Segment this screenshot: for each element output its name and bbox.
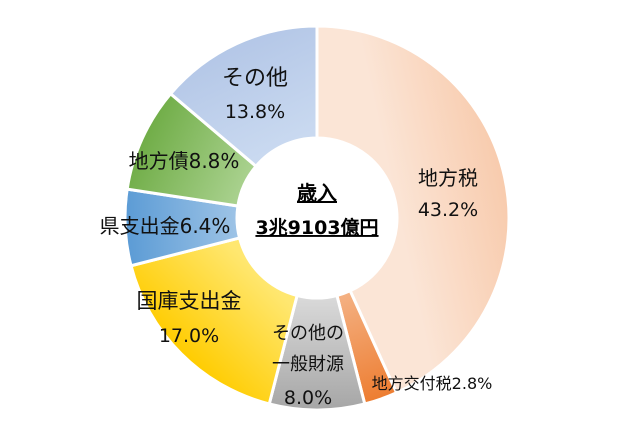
center-label-total: 3兆9103億円 xyxy=(255,216,378,239)
donut-slice-4 xyxy=(129,236,299,406)
label-ippan-zaigen-line1: その他の xyxy=(272,323,344,344)
label-chihouzei-name: 地方税 xyxy=(418,166,478,190)
label-ippan-zaigen-line2: 一般財源 xyxy=(272,354,344,375)
label-sonota-value: 13.8% xyxy=(225,101,285,123)
donut-slices xyxy=(123,24,511,412)
label-chihousai: 地方債8.8% xyxy=(129,149,240,173)
label-ken-shishutsukin: 県支出金6.4% xyxy=(100,214,231,238)
center-label: 歳入 3兆9103億円 xyxy=(255,181,378,239)
label-chihouzei-value: 43.2% xyxy=(418,199,478,221)
label-koufuzei: 地方交付税2.8% xyxy=(372,374,493,393)
donut-slice-7 xyxy=(168,24,319,169)
label-kokko-name: 国庫支出金 xyxy=(137,289,242,313)
slice-labels: 地方税 43.2% 地方交付税2.8% その他の 一般財源 8.0% 国庫支出金… xyxy=(100,66,493,409)
center-label-title: 歳入 xyxy=(297,181,337,205)
donut-slice-1 xyxy=(315,24,511,395)
label-ippan-zaigen-value: 8.0% xyxy=(284,387,332,409)
label-kokko-value: 17.0% xyxy=(159,325,219,347)
label-sonota-name: その他 xyxy=(222,66,288,91)
